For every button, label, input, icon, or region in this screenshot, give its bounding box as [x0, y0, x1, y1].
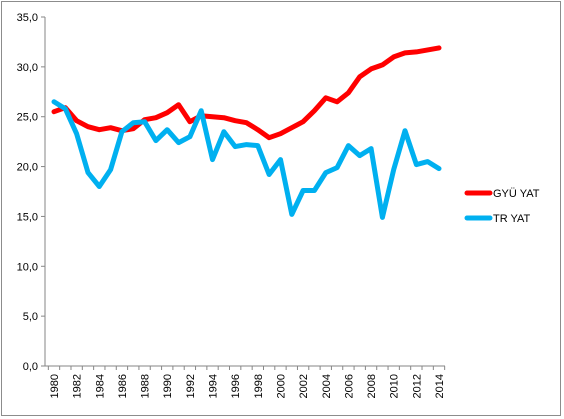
- x-tick-label: 2000: [275, 374, 287, 398]
- x-tick-label: 2008: [366, 374, 378, 398]
- x-tick-label: 1996: [230, 374, 242, 398]
- x-tick-label: 1980: [49, 374, 61, 398]
- legend: GYÜ YAT TR YAT: [464, 188, 540, 225]
- series-line-1: [51, 99, 442, 220]
- y-tick-label: 5,0: [23, 311, 38, 323]
- axes-group: [44, 17, 445, 367]
- x-tick-label: 2010: [389, 374, 401, 398]
- y-tick-label: 0,0: [23, 361, 38, 373]
- legend-label-0: GYÜ YAT: [493, 188, 540, 200]
- series-lines: [51, 45, 442, 220]
- x-tick-label: 1990: [162, 374, 174, 398]
- x-tick-labels: 1980 1982 1984 1986 1988 1990 1992 1994 1996 1998…: [47, 366, 446, 398]
- x-tick-label: 1984: [94, 374, 106, 398]
- x-tick-label: 2002: [298, 374, 310, 398]
- x-tick-label: 1986: [117, 374, 129, 398]
- series-line-0: [51, 45, 442, 141]
- legend-label-1: TR YAT: [493, 213, 531, 225]
- y-tick-labels: 0,0 5,0 10,0 15,0 20,0 25,0 30,0 35,0: [17, 12, 45, 373]
- y-tick-label: 30,0: [17, 62, 38, 74]
- x-tick-label: 1998: [253, 374, 265, 398]
- x-tick-label: 2012: [411, 374, 423, 398]
- y-tick-label: 25,0: [17, 112, 38, 124]
- y-tick-label: 10,0: [17, 261, 38, 273]
- x-tick-label: 2004: [321, 374, 333, 398]
- x-tick-label: 1992: [185, 374, 197, 398]
- y-tick-label: 35,0: [17, 12, 38, 24]
- x-tick-label: 2006: [343, 374, 355, 398]
- x-tick-label: 1988: [140, 374, 152, 398]
- y-tick-label: 20,0: [17, 162, 38, 174]
- y-tick-label: 15,0: [17, 211, 38, 223]
- x-tick-label: 1994: [208, 374, 220, 398]
- x-tick-label: 1982: [72, 374, 84, 398]
- x-tick-label: 2014: [434, 374, 446, 398]
